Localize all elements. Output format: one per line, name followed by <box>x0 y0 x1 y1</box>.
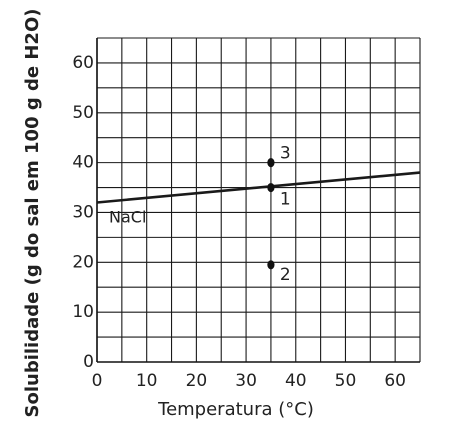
series-lines: NaCl <box>96 171 421 226</box>
y-tick-labels: 0 10 20 30 40 50 60 <box>72 53 94 372</box>
point-label: 3 <box>280 144 291 164</box>
y-tick-label: 20 <box>72 252 94 272</box>
data-points: 1 2 3 <box>267 144 291 285</box>
point-label: 2 <box>280 265 291 285</box>
series-line-nacl <box>96 171 421 204</box>
x-tick-label: 10 <box>136 371 158 391</box>
data-point <box>267 158 275 168</box>
data-point <box>267 182 275 193</box>
y-tick-label: 30 <box>72 202 94 222</box>
y-tick-label: 40 <box>72 153 94 173</box>
x-tick-label: 0 <box>92 371 103 391</box>
y-tick-label: 0 <box>83 352 94 372</box>
x-tick-labels: 0 10 20 30 40 50 60 <box>92 371 406 391</box>
grid <box>96 37 421 363</box>
y-axis-title: Solubilidade (g do sal em 100 g de H2O) <box>22 9 43 418</box>
y-tick-label: 60 <box>72 53 94 73</box>
x-tick-label: 60 <box>384 371 406 391</box>
y-tick-label: 50 <box>72 103 94 123</box>
y-tick-label: 10 <box>72 302 94 322</box>
series-label-nacl: NaCl <box>109 207 146 226</box>
x-axis-title: Temperatura (°C) <box>157 399 314 420</box>
x-tick-label: 50 <box>335 371 357 391</box>
x-tick-label: 20 <box>186 371 208 391</box>
x-tick-label: 30 <box>235 371 257 391</box>
point-label: 1 <box>280 190 291 210</box>
data-point <box>267 260 275 270</box>
x-tick-label: 40 <box>285 371 307 391</box>
axes <box>96 38 420 363</box>
